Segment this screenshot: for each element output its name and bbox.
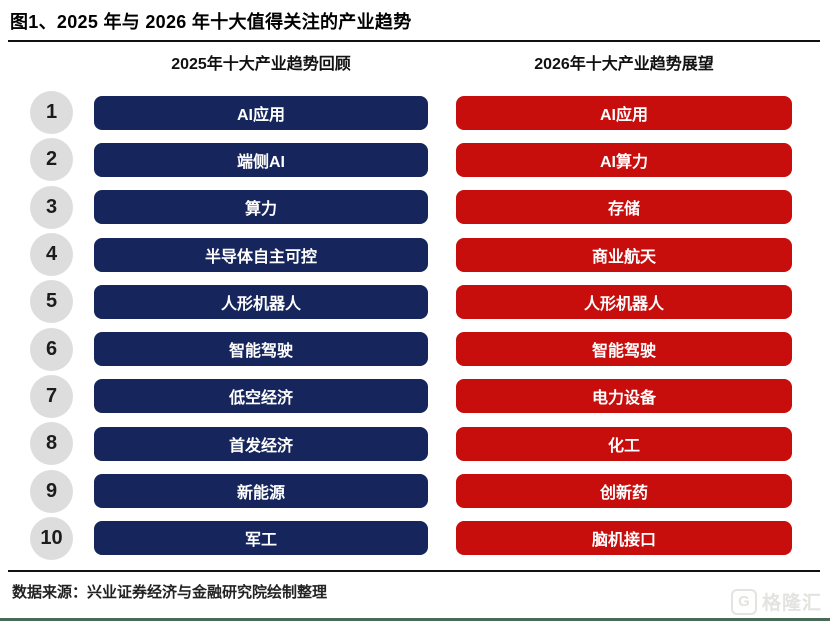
trend-bar-2026: AI算力 <box>456 142 792 177</box>
rank-badge: 6 <box>30 327 73 371</box>
rank-badge: 5 <box>30 280 73 324</box>
trend-bar-2025: 低空经济 <box>94 379 428 414</box>
trend-row: 2 端侧AI AI算力 <box>0 136 830 183</box>
trend-bar-2025: 人形机器人 <box>94 284 428 319</box>
trend-row: 3 算力 存储 <box>0 184 830 231</box>
trend-bar-2026: 电力设备 <box>456 379 792 414</box>
trend-row: 6 智能驾驶 智能驾驶 <box>0 325 830 372</box>
trend-bar-2026: 脑机接口 <box>456 521 792 556</box>
rank-cell: 2 <box>0 138 94 182</box>
rank-badge: 8 <box>30 422 73 466</box>
rank-badge: 7 <box>30 374 73 418</box>
trend-row: 4 半导体自主可控 商业航天 <box>0 231 830 278</box>
rank-badge: 2 <box>30 138 73 182</box>
rank-badge: 3 <box>30 185 73 229</box>
watermark-text: 格隆汇 <box>761 593 822 614</box>
trend-row: 10 军工 脑机接口 <box>0 515 830 562</box>
trend-bar-2025: 算力 <box>94 190 428 225</box>
trend-bar-2025: AI应用 <box>94 95 428 130</box>
rank-cell: 8 <box>0 422 94 466</box>
trend-bar-2026: 智能驾驶 <box>456 332 792 367</box>
trend-bar-2025: 端侧AI <box>94 142 428 177</box>
trend-bar-2025: 智能驾驶 <box>94 332 428 367</box>
rank-cell: 1 <box>0 91 94 135</box>
footer-divider <box>8 570 820 572</box>
trend-bar-2025: 半导体自主可控 <box>94 237 428 272</box>
trend-rows: 1 AI应用 AI应用 2 端侧AI AI算力 3 算力 存储 4 半导体自主可… <box>0 89 830 562</box>
data-source-text: 数据来源：兴业证券经济与金融研究院绘制整理 <box>12 584 328 601</box>
gelonghui-g-icon: G <box>730 588 757 615</box>
trend-bar-2025: 军工 <box>94 521 428 556</box>
trend-bar-2026: 存储 <box>456 190 792 225</box>
column-header-2025: 2025年十大产业趋势回顾 <box>171 56 351 73</box>
gelonghui-watermark: G 格隆汇 <box>730 588 822 615</box>
trend-row: 9 新能源 创新药 <box>0 467 830 514</box>
rank-badge: 1 <box>30 91 73 135</box>
rank-cell: 10 <box>0 516 94 560</box>
rank-cell: 6 <box>0 327 94 371</box>
trend-row: 8 首发经济 化工 <box>0 420 830 467</box>
trend-row: 1 AI应用 AI应用 <box>0 89 830 136</box>
trend-row: 5 人形机器人 人形机器人 <box>0 278 830 325</box>
trend-bar-2026: AI应用 <box>456 95 792 130</box>
trend-bar-2025: 首发经济 <box>94 426 428 461</box>
rank-cell: 7 <box>0 374 94 418</box>
rank-cell: 9 <box>0 469 94 513</box>
trend-bar-2026: 商业航天 <box>456 237 792 272</box>
trend-bar-2026: 人形机器人 <box>456 284 792 319</box>
rank-cell: 4 <box>0 233 94 277</box>
rank-badge: 4 <box>30 233 73 277</box>
rank-badge: 10 <box>30 516 73 560</box>
title-divider <box>8 40 820 42</box>
trend-bar-2025: 新能源 <box>94 474 428 509</box>
page-title: 图1、2025 年与 2026 年十大值得关注的产业趋势 <box>10 12 412 32</box>
trend-bar-2026: 化工 <box>456 426 792 461</box>
rank-cell: 5 <box>0 280 94 324</box>
trend-row: 7 低空经济 电力设备 <box>0 373 830 420</box>
column-header-2026: 2026年十大产业趋势展望 <box>534 56 714 73</box>
bottom-accent-line <box>0 618 830 621</box>
rank-badge: 9 <box>30 469 73 513</box>
rank-cell: 3 <box>0 185 94 229</box>
trend-bar-2026: 创新药 <box>456 474 792 509</box>
